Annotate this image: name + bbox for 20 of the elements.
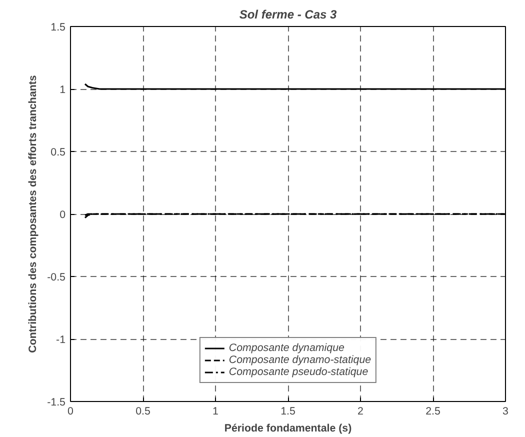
legend-label: Composante dynamo-statique (228, 354, 372, 366)
x-tick-label: 2 (358, 406, 364, 418)
y-tick-label: -1 (56, 334, 66, 346)
y-tick-label: 1.5 (50, 22, 66, 34)
legend-label: Composante dynamique (228, 342, 344, 354)
chart-title: Sol ferme - Cas 3 (239, 8, 338, 22)
y-tick-label: -0.5 (47, 272, 66, 284)
y-tick-label: 0.5 (50, 146, 66, 158)
x-tick-label: 1 (212, 406, 219, 418)
y-tick-label: 0 (60, 209, 66, 221)
y-tick-label: -1.5 (47, 396, 66, 408)
x-tick-label: 0.5 (136, 406, 150, 418)
legend-label: Composante pseudo-statique (228, 366, 368, 378)
y-axis-title: Contributions des composantes des efforts tranchants (27, 75, 40, 353)
x-tick-label: 3 (502, 406, 509, 418)
x-axis-title: Période fondamentale (s) (224, 422, 352, 434)
x-tick-label: 0 (68, 406, 74, 418)
y-tick-label: 1 (60, 84, 66, 96)
x-tick-label: 2.5 (426, 406, 440, 418)
x-tick-label: 1.5 (280, 406, 296, 418)
